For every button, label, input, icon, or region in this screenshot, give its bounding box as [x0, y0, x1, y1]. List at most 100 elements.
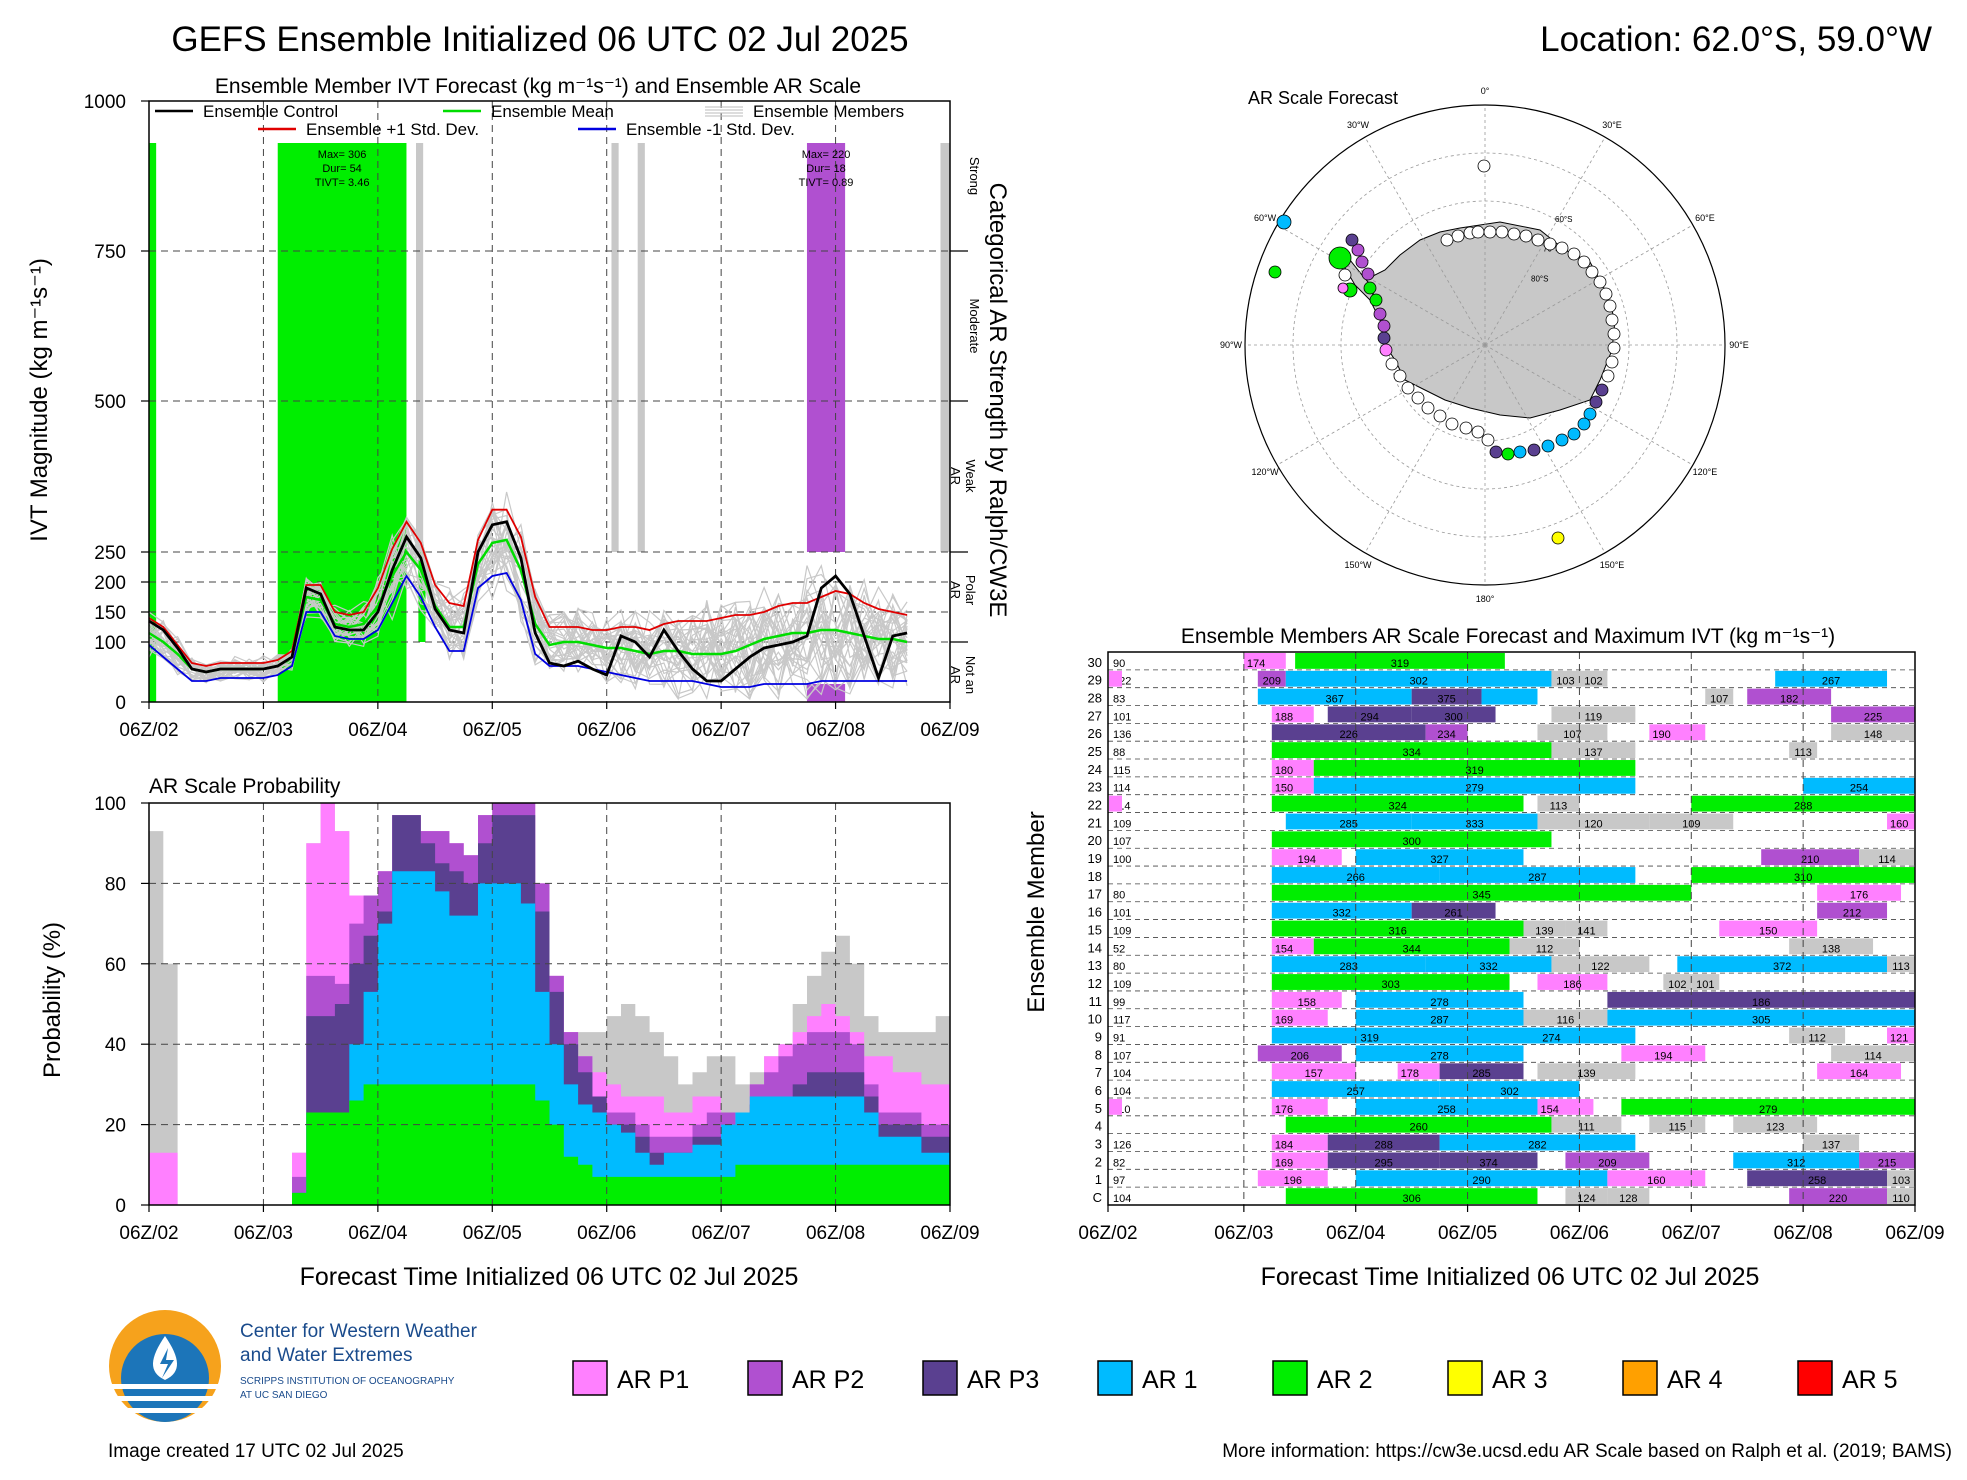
ar-location-dot	[1593, 275, 1607, 289]
segment-max-ivt: 260	[1409, 1122, 1427, 1134]
segment-max-ivt: 121	[1890, 1032, 1908, 1044]
segment-max-ivt: 124	[1577, 1193, 1595, 1205]
y-tick-label: 200	[94, 573, 126, 594]
y-tick-label: 500	[94, 392, 126, 413]
segment-max-ivt: 258	[1808, 1175, 1826, 1187]
longitude-label: 120°W	[1251, 467, 1279, 477]
ar-segment	[1509, 938, 1580, 955]
segment-max-ivt: 188	[1275, 711, 1293, 723]
segment-max-ivt: 257	[1347, 1086, 1365, 1098]
segment-max-ivt: 122	[1591, 961, 1609, 973]
ar-segment	[1257, 688, 1412, 705]
location-label: Location: 62.0°S, 59.0°W	[1540, 20, 1932, 59]
segment-max-ivt: 176	[1850, 890, 1868, 902]
ar-location-dot	[1411, 391, 1425, 405]
ar-segment	[1733, 1152, 1860, 1169]
segment-max-ivt: 139	[1577, 1068, 1595, 1080]
ar-location-dot	[1489, 445, 1503, 459]
legend-label: Ensemble -1 Std. Dev.	[626, 120, 795, 139]
ar-segment	[1565, 1152, 1650, 1169]
ar-segment	[1859, 1152, 1915, 1169]
member-label: 1	[1095, 1172, 1102, 1187]
legend-swatch	[572, 1360, 608, 1396]
y-tick-label: 100	[94, 794, 126, 815]
ar-location-dot	[1268, 265, 1282, 279]
ar-location-dot	[1377, 319, 1391, 333]
ar-segment	[1271, 884, 1692, 901]
ar-location-dot	[1555, 433, 1569, 447]
longitude-label: 30°W	[1347, 120, 1370, 130]
ar-segment	[1397, 1063, 1440, 1080]
ivt-forecast-chart: Ensemble Member IVT Forecast (kg m⁻¹s⁻¹)…	[26, 75, 1011, 741]
segment-max-ivt: 169	[1275, 1157, 1293, 1169]
x-tick-label: 06Z/03	[1214, 1223, 1273, 1244]
member-label: 11	[1089, 994, 1103, 1009]
ar-segment	[1327, 706, 1412, 723]
ar-segment	[1887, 956, 1915, 973]
segment-max-ivt: 375	[1437, 694, 1455, 706]
ar-segment	[1271, 706, 1314, 723]
longitude-label: 60°W	[1254, 213, 1277, 223]
ar-location-dot	[1601, 369, 1615, 383]
segment-max-ivt: 234	[1437, 729, 1455, 741]
ar-location-dot	[1401, 381, 1415, 395]
ar-segment	[1257, 670, 1286, 687]
ar-location-dot	[1513, 445, 1527, 459]
initial-ivt-value: 100	[1113, 854, 1131, 866]
initial-ivt-value: 109	[1113, 818, 1131, 830]
initial-ivt-value: 117	[1113, 1015, 1131, 1027]
segment-max-ivt: 302	[1500, 1086, 1518, 1098]
ar-segment	[1803, 1134, 1860, 1151]
ar-segment	[1607, 1188, 1650, 1204]
segment-max-ivt: 138	[1822, 943, 1840, 955]
segment-max-ivt: 190	[1652, 729, 1670, 741]
x-tick-label: 06Z/05	[463, 720, 522, 741]
prob-y-axis-label: Probability (%)	[39, 922, 66, 1078]
initial-ivt-value: 104	[1113, 1068, 1131, 1080]
ar-location-dot	[1501, 447, 1515, 461]
ar-segment	[1537, 813, 1650, 830]
ar-location-dot	[1541, 439, 1555, 453]
ar-segment	[1411, 706, 1496, 723]
ar-segment	[1109, 795, 1122, 812]
initial-ivt-value: 83	[1113, 694, 1125, 706]
initial-ivt-value: 80	[1113, 890, 1125, 902]
ar-category-band	[418, 552, 426, 642]
ar-segment	[1271, 849, 1342, 866]
ar-scale-polar-map: AR Scale Forecast 0° 30°E 60°E 90°E 120°E 150…	[1220, 86, 1749, 604]
ar-segment	[1411, 902, 1496, 919]
ar-segment	[1677, 956, 1888, 973]
initial-ivt-value: 109	[1113, 925, 1131, 937]
y-tick-label: 0	[115, 693, 126, 714]
initial-ivt-value: 97	[1113, 1175, 1125, 1187]
ar-location-dot	[1445, 417, 1459, 431]
segment-max-ivt: 215	[1878, 1157, 1896, 1169]
ar-segment	[1817, 902, 1888, 919]
legend-label: AR 4	[1667, 1366, 1723, 1394]
member-label: 14	[1088, 940, 1102, 955]
y-tick-label: 20	[105, 1116, 126, 1137]
segment-max-ivt: 324	[1388, 801, 1406, 813]
ar-segment	[1257, 1045, 1342, 1062]
member-label: 3	[1095, 1136, 1102, 1151]
ar-segment	[1817, 884, 1902, 901]
y-tick-label: 40	[105, 1035, 126, 1056]
ar-segment	[1109, 1098, 1122, 1115]
segment-max-ivt: 169	[1275, 1015, 1293, 1027]
x-tick-label: 06Z/06	[1550, 1223, 1609, 1244]
ar-location-dot	[1605, 313, 1619, 327]
segment-max-ivt: 267	[1822, 676, 1840, 688]
member-label: 12	[1088, 976, 1102, 991]
ar-segment	[1621, 1098, 1915, 1115]
ar-segment	[1313, 938, 1510, 955]
segment-max-ivt: 150	[1759, 925, 1777, 937]
ar-segment	[1271, 1063, 1356, 1080]
segment-max-ivt: 288	[1374, 1139, 1392, 1151]
initial-ivt-value: 114	[1113, 783, 1131, 795]
member-label: 30	[1088, 655, 1102, 670]
x-tick-label: 06Z/09	[920, 1223, 979, 1244]
ar-segment	[1271, 920, 1524, 937]
ar-location-dot	[1495, 225, 1509, 239]
x-tick-label: 06Z/07	[692, 720, 751, 741]
segment-max-ivt: 128	[1619, 1193, 1637, 1205]
